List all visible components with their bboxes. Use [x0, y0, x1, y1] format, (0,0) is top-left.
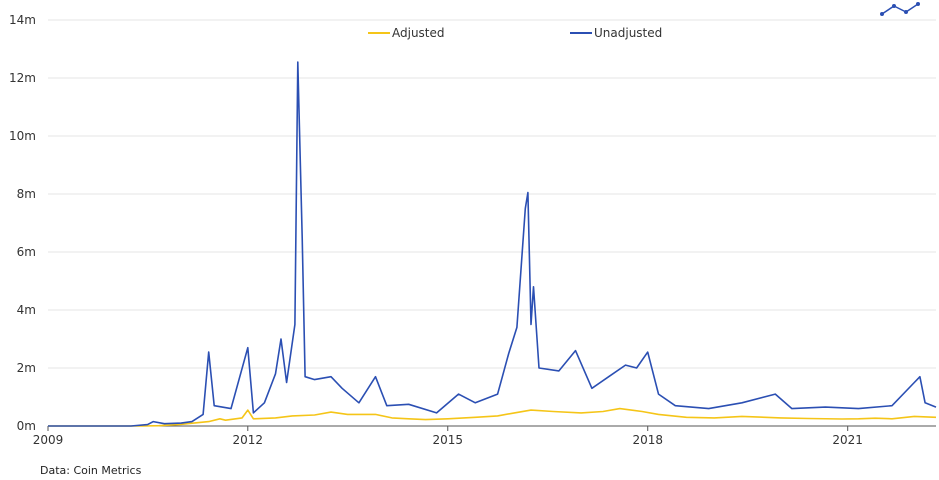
series-lines [48, 61, 937, 427]
gridlines [48, 19, 936, 369]
y-tick-label: 4m [17, 303, 36, 317]
x-tick-label: 2018 [632, 433, 663, 447]
x-tick-label: 2021 [832, 433, 863, 447]
y-tick-label: 14m [9, 13, 36, 27]
y-tick-label: 8m [17, 187, 36, 201]
legend-label-adjusted: Adjusted [392, 26, 445, 40]
series-line-unadjusted [48, 61, 937, 427]
y-tick-label: 0m [17, 419, 36, 433]
x-axis: 2009 2012 2015 2018 2021 [33, 425, 936, 447]
y-tick-label: 10m [9, 129, 36, 143]
y-tick-label: 12m [9, 71, 36, 85]
y-tick-label: 2m [17, 361, 36, 375]
x-tick-label: 2012 [233, 433, 264, 447]
x-tick-label: 2009 [33, 433, 64, 447]
legend: Adjusted Unadjusted [368, 26, 662, 40]
brand-logo [872, 0, 928, 20]
legend-label-unadjusted: Unadjusted [594, 26, 662, 40]
y-tick-label: 6m [17, 245, 36, 259]
data-source-note: Data: Coin Metrics [40, 464, 142, 477]
x-tick-label: 2015 [432, 433, 463, 447]
series-line-adjusted [48, 407, 937, 427]
y-axis: 0m 2m 4m 6m 8m 10m 12m 14m [9, 13, 36, 433]
